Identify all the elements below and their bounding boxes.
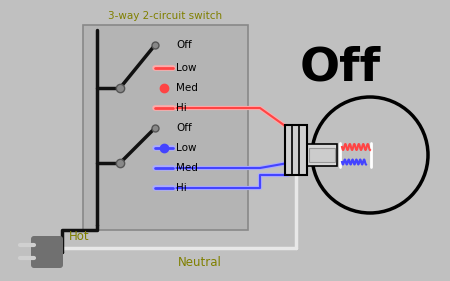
Bar xyxy=(307,144,337,166)
Text: Low: Low xyxy=(176,63,197,73)
Text: Neutral: Neutral xyxy=(178,257,222,269)
Bar xyxy=(309,148,335,162)
Text: Hot: Hot xyxy=(69,230,89,244)
Text: Off: Off xyxy=(176,123,192,133)
Text: Med: Med xyxy=(176,163,198,173)
Text: Off: Off xyxy=(299,46,381,90)
Text: Low: Low xyxy=(176,143,197,153)
Text: Med: Med xyxy=(176,83,198,93)
FancyBboxPatch shape xyxy=(31,236,63,268)
Circle shape xyxy=(312,97,428,213)
Bar xyxy=(285,125,307,175)
Text: Hi: Hi xyxy=(176,183,187,193)
Text: Off: Off xyxy=(176,40,192,50)
Text: Hi: Hi xyxy=(176,103,187,113)
Text: 3-way 2-circuit switch: 3-way 2-circuit switch xyxy=(108,11,223,21)
Bar xyxy=(83,25,248,230)
